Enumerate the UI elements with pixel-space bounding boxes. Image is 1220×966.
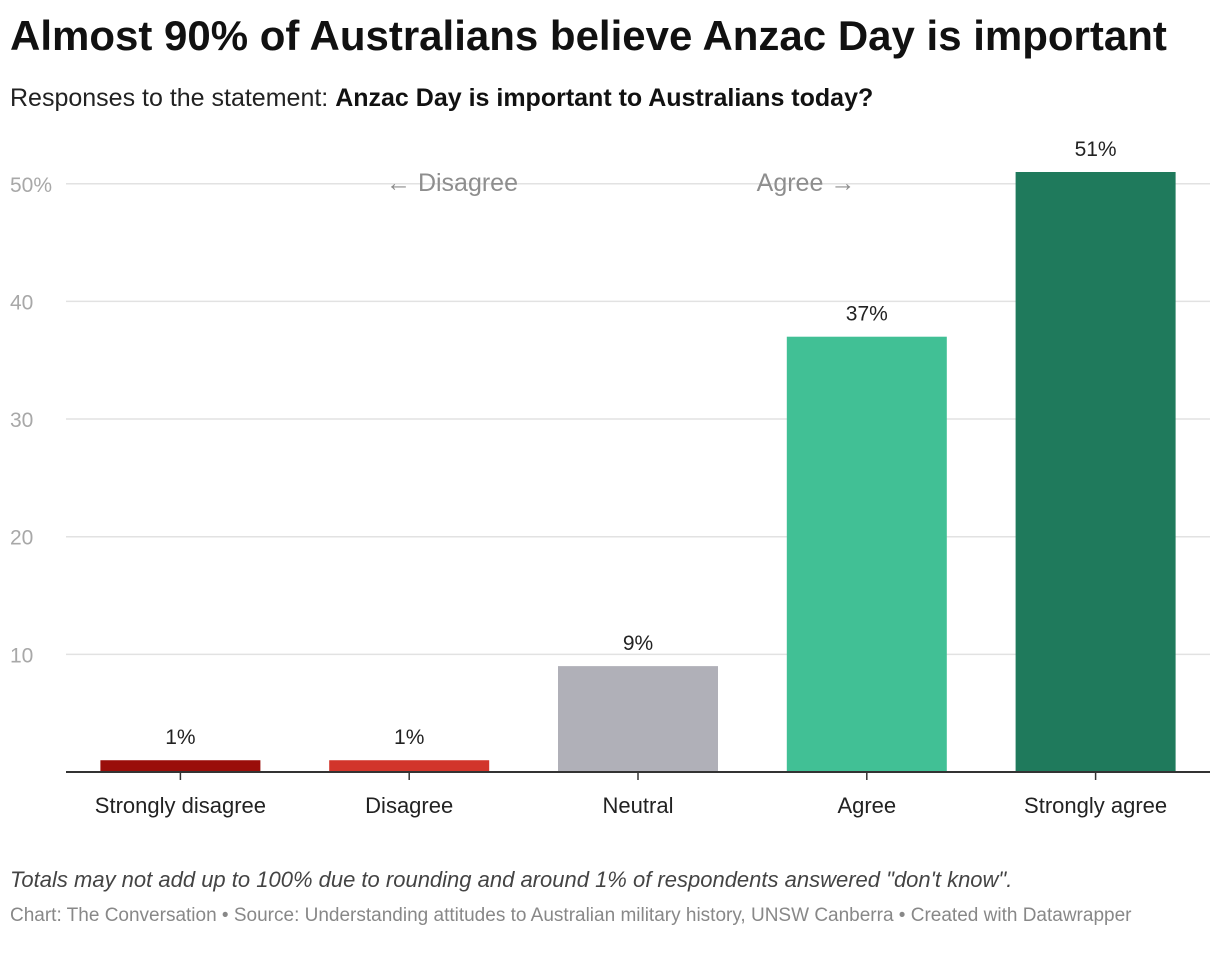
bar [786,336,947,772]
x-tick-label: Agree [837,793,896,818]
annotation-agree: Agree → [757,169,856,197]
data-label: 9% [623,632,653,655]
x-tick-label: Neutral [603,793,674,818]
footer-created-with: Created with Datawrapper [910,905,1132,926]
data-label: 37% [846,303,888,326]
x-tick-label: Strongly agree [1024,793,1167,818]
chart-title: Almost 90% of Australians believe Anzac … [10,12,1167,59]
bar [558,666,718,772]
x-tick-label: Strongly disagree [95,793,266,818]
subtitle-statement: Anzac Day is important to Australians to… [335,84,874,112]
annotation-disagree: ← Disagree [386,169,518,197]
x-tick-label: Disagree [365,793,453,818]
y-tick-label: 40 [10,291,33,314]
data-label: 1% [394,726,424,749]
footer-separator: • [216,905,234,926]
footer-source: Source: Understanding attitudes to Austr… [233,905,894,926]
data-label: 51% [1075,138,1117,161]
chart-notes: Totals may not add up to 100% due to rou… [10,867,1013,892]
chart-subtitle: Responses to the statement: Anzac Day is… [10,82,873,114]
bar [1015,172,1176,772]
bar [100,760,261,772]
footer-separator: • [893,905,911,926]
bar [329,760,490,772]
y-tick-label: 30 [10,409,33,432]
chart-footer: Chart: The Conversation • Source: Unders… [10,903,1180,929]
footer-chart-credit: Chart: The Conversation [10,905,217,926]
y-tick-label: 50% [10,174,52,197]
y-tick-label: 20 [10,527,33,550]
data-label: 1% [165,726,195,749]
subtitle-prefix: Responses to the statement: [10,84,336,112]
y-tick-label: 10 [10,644,33,667]
